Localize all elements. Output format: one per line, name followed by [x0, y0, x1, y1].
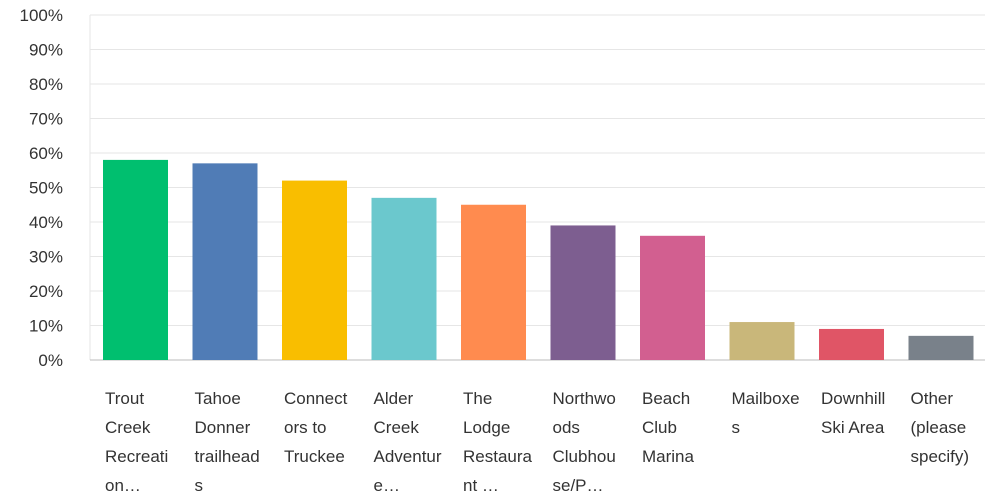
- x-tick-label: Connect ors to Truckee: [284, 389, 348, 466]
- bar: [192, 163, 258, 360]
- y-tick-label: 10%: [29, 317, 63, 336]
- bar: [908, 335, 974, 360]
- label-line: The: [463, 389, 492, 408]
- label-line: ods: [553, 418, 580, 437]
- label-line: Tahoe: [195, 389, 241, 408]
- label-line: trailhead: [195, 447, 260, 466]
- label-line: Beach: [642, 389, 690, 408]
- label-line: Creek: [374, 418, 420, 437]
- x-tick-label: Mailboxe s: [732, 389, 800, 437]
- label-line: specify): [911, 447, 970, 466]
- y-tick-label: 30%: [29, 248, 63, 267]
- y-tick-label: 100%: [20, 6, 63, 25]
- bar: [282, 180, 347, 360]
- label-line: Other: [911, 389, 954, 408]
- bar: [819, 328, 884, 360]
- label-line: on…: [105, 476, 141, 495]
- label-line: (please: [911, 418, 967, 437]
- x-tick-label: Downhill Ski Area: [821, 389, 885, 437]
- label-line: s: [732, 418, 741, 437]
- y-tick-label: 0%: [38, 351, 63, 370]
- bar: [461, 204, 526, 360]
- label-line: Alder: [374, 389, 414, 408]
- label-line: Restaura: [463, 447, 533, 466]
- label-line: s: [195, 476, 204, 495]
- label-line: Clubhou: [553, 447, 616, 466]
- label-line: Trout: [105, 389, 144, 408]
- x-tick-label: The Lodge Restaura nt …: [463, 389, 533, 495]
- y-tick-label: 50%: [29, 179, 63, 198]
- y-tick-label: 40%: [29, 213, 63, 232]
- y-tick-label: 60%: [29, 144, 63, 163]
- x-tick-label: Trout Creek Recreati on…: [105, 389, 168, 495]
- bar: [103, 159, 168, 360]
- label-line: Adventur: [374, 447, 442, 466]
- label-line: Recreati: [105, 447, 168, 466]
- x-tick-label: Alder Creek Adventur e…: [374, 389, 442, 495]
- label-line: ors to: [284, 418, 327, 437]
- label-line: Downhill: [821, 389, 885, 408]
- label-line: nt …: [463, 476, 499, 495]
- label-line: Marina: [642, 447, 695, 466]
- y-tick-label: 90%: [29, 41, 63, 60]
- label-line: Lodge: [463, 418, 510, 437]
- x-tick-label: Northwo ods Clubhou se/P…: [553, 389, 616, 495]
- bar: [550, 225, 616, 360]
- y-tick-label: 20%: [29, 282, 63, 301]
- x-tick-label: Other (please specify): [911, 389, 970, 466]
- label-line: Truckee: [284, 447, 345, 466]
- label-line: Club: [642, 418, 677, 437]
- y-tick-label: 70%: [29, 110, 63, 129]
- label-line: Mailboxe: [732, 389, 800, 408]
- y-tick-label: 80%: [29, 75, 63, 94]
- x-tick-label: Tahoe Donner trailhead s: [195, 389, 260, 495]
- label-line: Creek: [105, 418, 151, 437]
- label-line: se/P…: [553, 476, 604, 495]
- label-line: Connect: [284, 389, 348, 408]
- bar: [371, 197, 437, 360]
- label-line: Ski Area: [821, 418, 885, 437]
- bar: [729, 322, 795, 360]
- label-line: Donner: [195, 418, 251, 437]
- label-line: e…: [374, 476, 400, 495]
- label-line: Northwo: [553, 389, 616, 408]
- x-tick-label: Beach Club Marina: [642, 389, 695, 466]
- bar: [640, 235, 705, 360]
